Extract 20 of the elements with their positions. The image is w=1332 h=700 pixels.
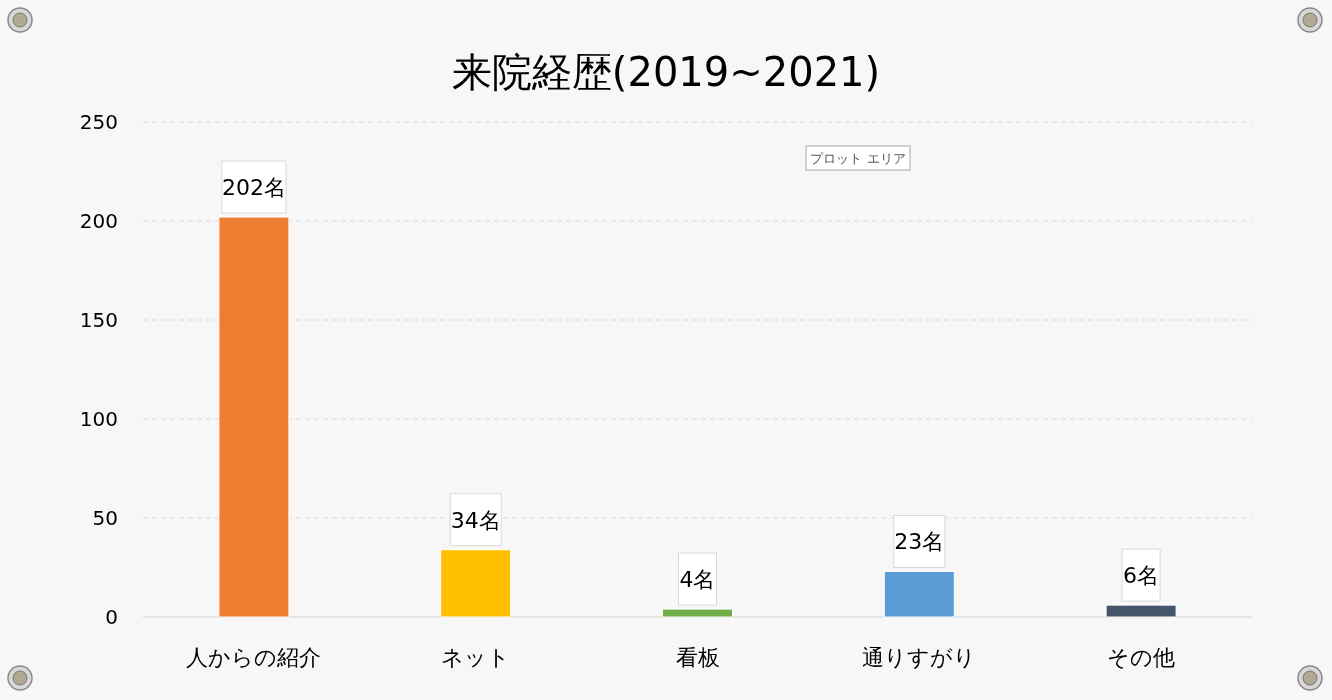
x-tick-label: ネット bbox=[441, 645, 511, 670]
x-tick-label: 通りすがり bbox=[862, 645, 977, 670]
chart-title: 来院経歴(2019~2021) bbox=[451, 49, 881, 95]
bar bbox=[1105, 604, 1177, 618]
y-tick-label: 200 bbox=[79, 209, 118, 233]
y-tick-label: 100 bbox=[79, 407, 118, 431]
y-tick-label: 250 bbox=[79, 110, 118, 134]
data-label: 202名 bbox=[221, 175, 286, 201]
data-label: 34名 bbox=[450, 507, 501, 533]
y-tick-label: 0 bbox=[105, 605, 118, 629]
annotation: プロット エリア bbox=[810, 151, 906, 166]
bar bbox=[662, 608, 733, 618]
y-tick-label: 150 bbox=[79, 308, 118, 332]
data-label: 6名 bbox=[1123, 563, 1160, 589]
x-tick-label: その他 bbox=[1107, 645, 1176, 670]
data-label: 4名 bbox=[679, 567, 716, 593]
x-tick-label: 人からの紹介 bbox=[186, 645, 322, 670]
x-tick-label: 看板 bbox=[675, 645, 720, 670]
data-label: 23名 bbox=[894, 529, 945, 555]
y-tick-label: 50 bbox=[92, 506, 118, 530]
